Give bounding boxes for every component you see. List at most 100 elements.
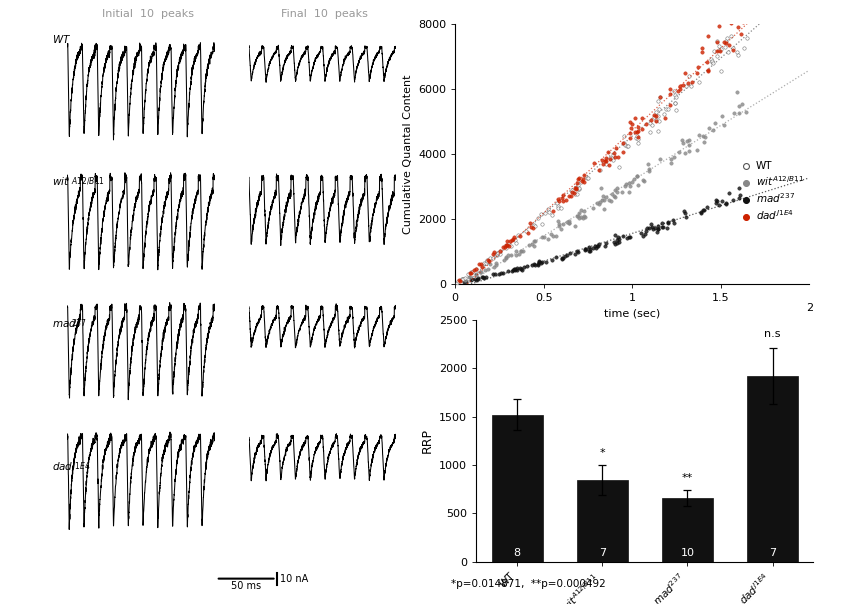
Point bbox=[701, 31, 715, 40]
Point bbox=[612, 237, 626, 247]
Point bbox=[636, 231, 650, 240]
Point bbox=[702, 123, 716, 132]
Point bbox=[459, 272, 472, 282]
Point bbox=[639, 226, 652, 236]
Point bbox=[631, 132, 645, 142]
Point bbox=[650, 107, 663, 117]
Point bbox=[502, 241, 516, 251]
Point bbox=[524, 222, 537, 232]
Point bbox=[607, 191, 620, 201]
Point bbox=[486, 269, 500, 279]
Point bbox=[716, 111, 729, 121]
Point bbox=[604, 196, 617, 205]
Text: $\it{wit}$: $\it{wit}$ bbox=[52, 175, 70, 187]
Point bbox=[552, 222, 566, 231]
Point bbox=[571, 190, 584, 199]
Point bbox=[599, 156, 613, 166]
Point bbox=[611, 152, 625, 162]
Point bbox=[603, 160, 616, 170]
Point bbox=[566, 185, 579, 195]
Point bbox=[474, 267, 487, 277]
Point bbox=[528, 241, 541, 251]
Point bbox=[450, 278, 464, 288]
Point bbox=[532, 213, 545, 223]
Text: 8: 8 bbox=[513, 548, 521, 558]
Point bbox=[591, 242, 604, 251]
Point bbox=[613, 162, 626, 172]
Point bbox=[493, 249, 507, 259]
Point bbox=[551, 203, 565, 213]
Point bbox=[465, 274, 479, 283]
Point bbox=[482, 256, 496, 266]
Y-axis label: Cumulative Quantal Content: Cumulative Quantal Content bbox=[402, 74, 412, 234]
Point bbox=[643, 118, 657, 128]
Point bbox=[487, 262, 501, 271]
Point bbox=[529, 222, 542, 231]
Point bbox=[645, 120, 658, 130]
Point bbox=[489, 258, 502, 268]
Point bbox=[556, 255, 569, 265]
Point bbox=[569, 189, 583, 199]
Point bbox=[577, 206, 590, 216]
Point bbox=[572, 211, 585, 221]
Point bbox=[667, 215, 680, 225]
Point bbox=[639, 119, 652, 129]
Point bbox=[607, 155, 620, 165]
Point bbox=[599, 192, 613, 202]
Point bbox=[454, 275, 468, 285]
Point bbox=[488, 269, 502, 279]
Point bbox=[468, 274, 481, 284]
Point bbox=[563, 219, 577, 228]
Point bbox=[491, 249, 504, 259]
Point bbox=[606, 190, 620, 199]
Point bbox=[549, 252, 562, 262]
Point bbox=[556, 253, 569, 263]
Point bbox=[559, 251, 572, 260]
Point bbox=[622, 178, 636, 188]
Point bbox=[502, 250, 515, 260]
Point bbox=[562, 191, 576, 201]
Point bbox=[465, 267, 479, 277]
Point bbox=[512, 230, 525, 240]
Text: 2: 2 bbox=[806, 303, 813, 313]
Point bbox=[605, 153, 619, 163]
Point bbox=[620, 234, 634, 243]
Point bbox=[467, 265, 481, 275]
Point bbox=[583, 242, 596, 252]
Point bbox=[617, 131, 631, 141]
Point bbox=[561, 217, 574, 227]
Text: $\it{A12/B11}$: $\it{A12/B11}$ bbox=[71, 175, 105, 186]
Point bbox=[706, 57, 719, 66]
Point bbox=[599, 240, 612, 250]
Point bbox=[615, 187, 628, 197]
Point bbox=[697, 205, 711, 215]
Point bbox=[629, 113, 642, 123]
Point bbox=[578, 213, 592, 222]
Point bbox=[577, 170, 591, 180]
Point bbox=[678, 208, 691, 218]
Point bbox=[690, 145, 704, 155]
Point bbox=[609, 230, 622, 240]
Point bbox=[701, 66, 714, 76]
Point bbox=[693, 77, 706, 87]
Point bbox=[649, 111, 663, 121]
Point bbox=[572, 184, 585, 194]
Point bbox=[639, 229, 652, 239]
Point bbox=[571, 246, 584, 256]
Point bbox=[575, 212, 588, 222]
Point bbox=[507, 236, 521, 245]
Point bbox=[513, 231, 527, 241]
Point bbox=[695, 47, 709, 57]
Point bbox=[513, 249, 526, 259]
Point bbox=[463, 268, 476, 278]
Point bbox=[578, 246, 592, 255]
Point bbox=[620, 141, 634, 151]
Point bbox=[692, 130, 706, 140]
Point bbox=[710, 47, 723, 56]
Point bbox=[624, 128, 637, 138]
Point bbox=[647, 112, 661, 122]
Point bbox=[732, 50, 745, 60]
Point bbox=[494, 268, 507, 278]
Point bbox=[479, 258, 492, 268]
Point bbox=[616, 147, 630, 157]
